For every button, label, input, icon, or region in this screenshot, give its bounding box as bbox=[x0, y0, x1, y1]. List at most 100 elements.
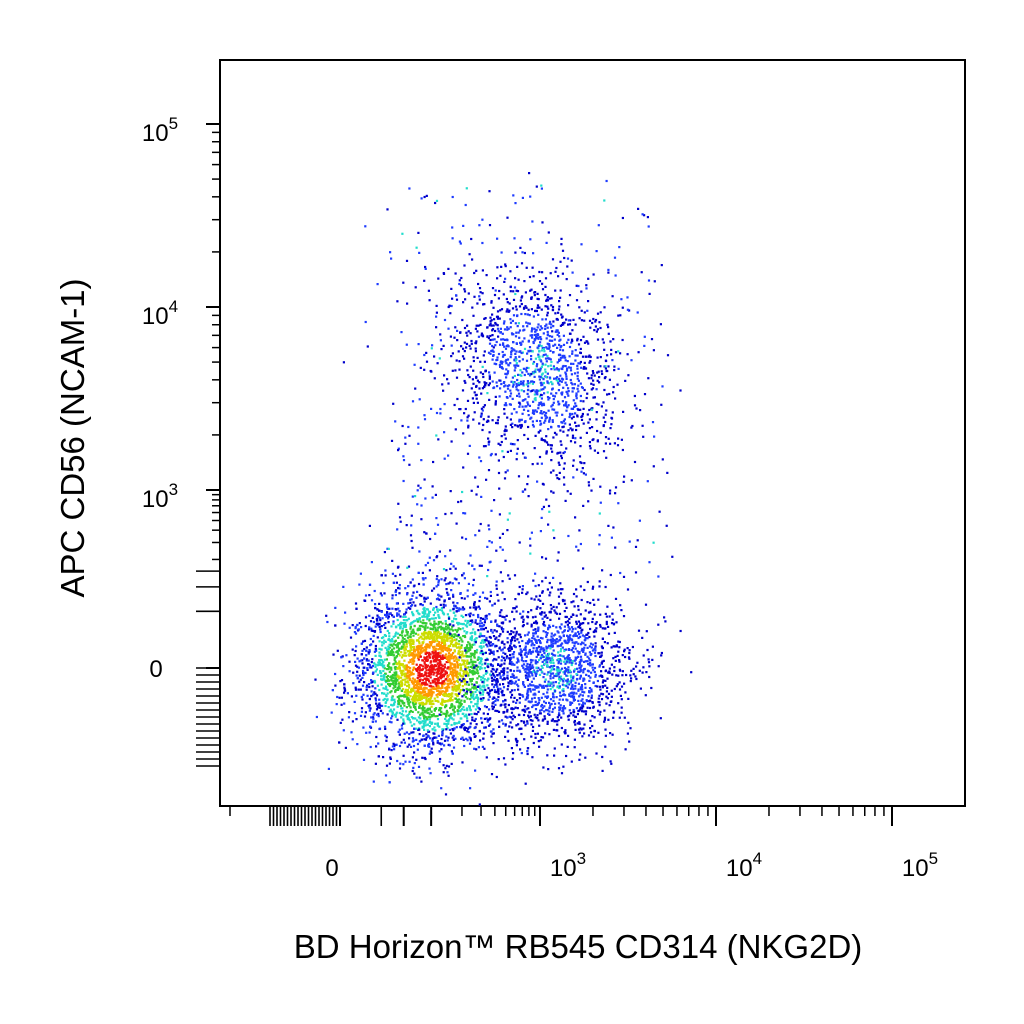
event-dot bbox=[420, 632, 424, 635]
event-dot bbox=[434, 611, 437, 614]
event-dot bbox=[373, 691, 376, 694]
event-dot bbox=[335, 703, 338, 706]
event-dot bbox=[481, 335, 485, 338]
event-dot bbox=[574, 627, 577, 630]
event-dot bbox=[374, 603, 377, 606]
event-dot bbox=[420, 780, 423, 783]
event-dot bbox=[413, 772, 416, 775]
event-dot bbox=[502, 757, 506, 760]
event-dot bbox=[625, 673, 628, 677]
event-dot bbox=[415, 648, 418, 651]
event-dot bbox=[418, 704, 422, 707]
event-dot bbox=[526, 678, 529, 681]
event-dot bbox=[450, 750, 453, 753]
event-dot bbox=[543, 705, 546, 708]
event-dot bbox=[534, 674, 537, 677]
event-dot bbox=[387, 647, 390, 651]
event-dot bbox=[439, 690, 442, 693]
event-dot bbox=[473, 664, 476, 667]
event-dot bbox=[522, 682, 525, 685]
event-dot bbox=[384, 640, 387, 643]
event-dot bbox=[438, 635, 441, 638]
event-dot bbox=[541, 282, 544, 285]
event-dot bbox=[554, 681, 557, 684]
event-dot bbox=[530, 661, 533, 664]
event-dot bbox=[432, 649, 435, 652]
event-dot bbox=[388, 781, 391, 784]
event-dot bbox=[354, 632, 358, 635]
event-dot bbox=[560, 716, 563, 719]
event-dot bbox=[594, 684, 597, 688]
event-dot bbox=[431, 666, 434, 669]
event-dot bbox=[501, 678, 504, 681]
event-dot bbox=[482, 641, 485, 644]
event-dot bbox=[435, 682, 438, 685]
event-dot bbox=[533, 696, 536, 699]
event-dot bbox=[560, 643, 563, 646]
event-dot bbox=[604, 627, 607, 630]
event-dot bbox=[497, 710, 501, 713]
event-dot bbox=[365, 658, 369, 661]
event-dot bbox=[559, 675, 563, 678]
event-dot bbox=[592, 681, 595, 684]
event-dot bbox=[588, 679, 591, 682]
event-dot bbox=[526, 692, 529, 695]
event-dot bbox=[418, 624, 421, 628]
event-dot bbox=[598, 694, 601, 697]
event-dot bbox=[379, 670, 382, 673]
event-dot bbox=[511, 638, 514, 641]
event-dot bbox=[568, 694, 571, 697]
event-dot bbox=[533, 671, 536, 674]
event-dot bbox=[401, 678, 404, 682]
event-dot bbox=[550, 668, 553, 671]
event-dot bbox=[514, 737, 518, 741]
event-dot bbox=[367, 663, 370, 666]
event-dot bbox=[378, 602, 381, 605]
event-dot bbox=[422, 665, 425, 668]
event-dot bbox=[474, 702, 477, 706]
event-dot bbox=[497, 663, 500, 666]
event-dot bbox=[548, 594, 551, 597]
event-dot bbox=[445, 728, 448, 731]
event-dot bbox=[561, 698, 564, 701]
event-dot bbox=[495, 587, 498, 590]
event-dot bbox=[423, 596, 426, 599]
event-dot bbox=[556, 720, 559, 723]
event-dot bbox=[581, 710, 584, 713]
event-dot bbox=[569, 669, 572, 672]
event-dot bbox=[413, 751, 416, 754]
event-dot bbox=[418, 687, 421, 691]
event-dot bbox=[454, 605, 457, 608]
event-dot bbox=[447, 774, 450, 777]
event-dot bbox=[457, 609, 460, 612]
event-dot bbox=[451, 699, 454, 702]
event-dot bbox=[496, 593, 499, 596]
event-dot bbox=[533, 632, 537, 635]
event-dot bbox=[452, 611, 456, 614]
event-dot bbox=[532, 677, 535, 680]
event-dot bbox=[559, 658, 562, 661]
event-dot bbox=[480, 688, 483, 691]
event-dot bbox=[384, 701, 388, 704]
event-dot bbox=[449, 679, 452, 682]
event-dot bbox=[550, 702, 553, 706]
event-dot bbox=[435, 674, 438, 677]
event-dot bbox=[576, 722, 579, 725]
event-dot bbox=[370, 666, 373, 669]
event-dot bbox=[572, 693, 575, 696]
event-dot bbox=[407, 602, 410, 605]
event-dot bbox=[398, 587, 401, 590]
event-dot bbox=[557, 602, 561, 605]
event-dot bbox=[451, 620, 454, 623]
event-dot bbox=[475, 651, 478, 654]
event-dot bbox=[413, 655, 416, 658]
event-dot bbox=[459, 608, 462, 611]
event-dot bbox=[431, 589, 434, 592]
event-dot bbox=[510, 630, 513, 633]
event-dot bbox=[405, 654, 408, 657]
event-dot bbox=[518, 697, 521, 700]
event-dot bbox=[378, 706, 381, 709]
event-dot bbox=[368, 697, 371, 701]
event-dot bbox=[473, 712, 476, 715]
event-dot bbox=[450, 634, 454, 637]
